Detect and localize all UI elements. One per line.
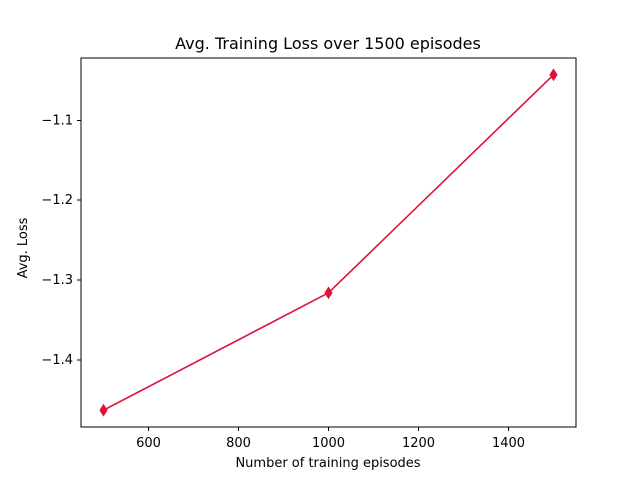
- y-axis-tick-label: −1.2: [41, 193, 73, 208]
- y-axis-tick-label: −1.1: [41, 113, 73, 128]
- data-point-marker: [324, 286, 333, 300]
- x-axis-tick-label: 800: [226, 436, 251, 451]
- data-point-marker: [99, 403, 108, 417]
- plot-area: 600 800 1000 1200 1400 −1.4 −1.3 −1.2 −1.1: [41, 57, 577, 451]
- x-axis-tick-label: 1000: [312, 436, 345, 451]
- x-axis-tick-label: 1400: [492, 436, 525, 451]
- chart-title: Avg. Training Loss over 1500 episodes: [175, 34, 481, 53]
- x-axis-tick-label: 1200: [402, 436, 435, 451]
- data-point-marker: [549, 68, 558, 82]
- x-axis-label: Number of training episodes: [235, 456, 420, 471]
- y-axis-label: Avg. Loss: [16, 217, 31, 278]
- y-axis-tick-label: −1.3: [41, 273, 73, 288]
- y-axis-tick-label: −1.4: [41, 353, 73, 368]
- x-axis-tick-label: 600: [136, 436, 161, 451]
